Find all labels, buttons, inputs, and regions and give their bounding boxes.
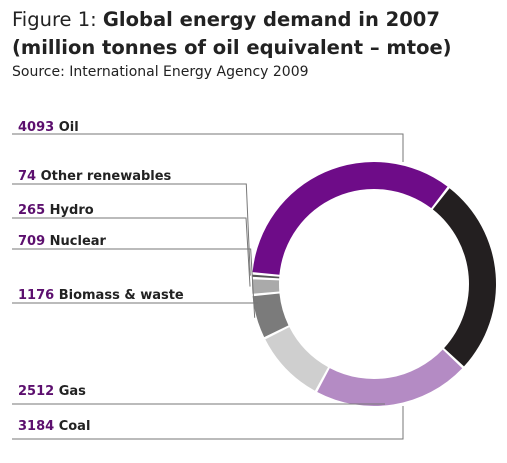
leader-lines: [12, 133, 404, 440]
figure-title: Global energy demand in 2007 (million to…: [12, 8, 452, 59]
label-hydro: 265 Hydro: [18, 203, 94, 218]
label-biomass-waste: 1176 Biomass & waste: [18, 288, 184, 303]
slice-gas: [317, 349, 463, 406]
leader-nuclear: [12, 248, 256, 318]
slice-labels: 4093 Oil 3184 Coal 2512 Gas 1176 Biomass & …: [18, 120, 184, 434]
donut-slices: [251, 161, 497, 406]
chart-title: Figure 1: Global energy demand in 2007 (…: [12, 6, 492, 62]
slice-nuclear: [252, 293, 289, 338]
leader-coal: [12, 406, 404, 440]
slice-hydro: [251, 279, 280, 294]
slice-coal: [432, 188, 497, 367]
leader-oil: [12, 133, 404, 162]
leader-hydro: [12, 217, 251, 287]
label-other-renewables: 74 Other renewables: [18, 169, 172, 184]
slice-oil: [252, 161, 448, 275]
leader-other-renewables: [12, 183, 251, 276]
label-coal: 3184 Coal: [18, 419, 90, 434]
slice-other-renewables: [252, 274, 280, 279]
slice-biomass-waste: [265, 327, 329, 391]
chart-source: Source: International Energy Agency 2009: [12, 64, 309, 80]
figure-number: Figure 1:: [12, 8, 97, 31]
label-nuclear: 709 Nuclear: [18, 234, 107, 249]
label-oil: 4093 Oil: [18, 120, 79, 135]
label-gas: 2512 Gas: [18, 384, 86, 399]
